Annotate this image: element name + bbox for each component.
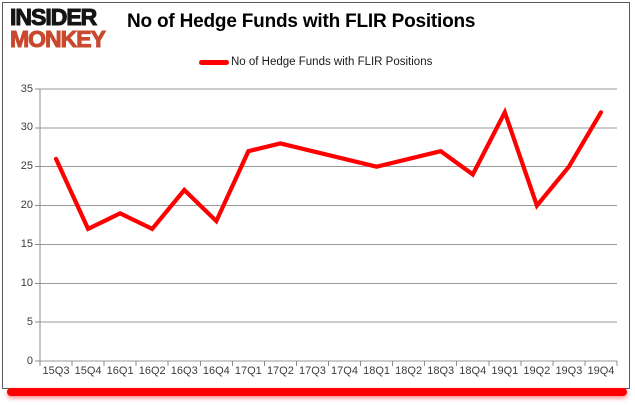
y-axis-tick-label: 10 <box>20 276 33 289</box>
legend-label: No of Hedge Funds with FLIR Positions <box>231 56 433 68</box>
y-axis-tick-label: 25 <box>20 160 33 173</box>
chart-title: No of Hedge Funds with FLIR Positions <box>127 11 476 32</box>
y-axis-tick-label: 20 <box>20 199 33 212</box>
y-axis-tick-label: 15 <box>20 237 33 250</box>
x-axis-tick-label: 16Q2 <box>138 365 166 377</box>
x-axis-tick-label: 16Q4 <box>202 365 230 377</box>
x-axis-tick-label: 18Q2 <box>395 365 423 377</box>
y-axis-tick-label: 35 <box>20 82 33 95</box>
x-axis-tick-label: 18Q4 <box>459 365 487 377</box>
x-axis-tick-label: 17Q2 <box>266 365 294 377</box>
x-axis-tick-label: 17Q1 <box>234 365 262 377</box>
data-line-series <box>53 106 604 232</box>
x-axis-tick-label: 15Q3 <box>42 365 70 377</box>
logo-text-insider: INSIDER <box>10 4 98 30</box>
legend: No of Hedge Funds with FLIR Positions <box>199 56 432 68</box>
x-axis-tick-label: 16Q1 <box>106 365 134 377</box>
x-axis-tick-label: 18Q3 <box>427 365 455 377</box>
x-axis-tick-label: 15Q4 <box>74 365 102 377</box>
y-axis-tick-label: 5 <box>26 315 33 328</box>
line-series-no-of-hedge-funds-with-flir-positions <box>53 106 604 232</box>
insider-monkey-logo: INSIDER MONKEY <box>10 4 107 52</box>
x-axis-tick-label: 19Q4 <box>587 365 615 377</box>
x-axis-tick-label: 17Q4 <box>331 365 358 377</box>
logo-text-monkey: MONKEY <box>10 25 107 52</box>
x-axis-tick-label: 19Q2 <box>523 365 551 377</box>
axes-and-ticks <box>35 88 618 366</box>
y-axis-tick-label: 30 <box>20 121 33 134</box>
chart-frame <box>2 2 630 389</box>
y-axis-tick-label: 0 <box>26 354 33 367</box>
x-axis-tick-label: 16Q3 <box>170 365 198 377</box>
x-axis-tick-label: 18Q1 <box>363 365 391 377</box>
x-axis-tick-label: 19Q1 <box>491 365 519 377</box>
red-underline-bar <box>7 388 627 396</box>
legend-line-swatch <box>199 59 229 65</box>
gridlines <box>40 88 617 362</box>
x-axis-tick-label: 17Q3 <box>299 365 326 377</box>
x-axis-tick-label: 19Q3 <box>555 365 583 377</box>
